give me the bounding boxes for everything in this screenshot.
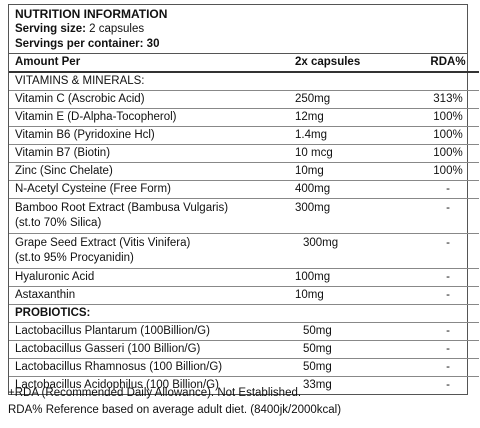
nutrient-rda: - (417, 233, 479, 269)
table-row: Hyaluronic Acid 100mg - (9, 268, 479, 287)
probiotic-amount: 33mg (303, 379, 332, 391)
col-amount-per: Amount Per (9, 54, 289, 73)
nutrient-name: Vitamin C (Ascrobic Acid) (9, 90, 289, 109)
table-row: Astaxanthin 10mg - (9, 286, 479, 305)
nutrient-name: N-Acetyl Cysteine (Free Form) (9, 180, 289, 199)
probiotic-rda: - (446, 379, 450, 391)
footnote-reference: RDA% Reference based on average adult di… (8, 404, 342, 416)
probiotic-amount: 50mg (289, 340, 417, 359)
nutrient-name: Bamboo Root Extract (Bambusa Vulgaris) (s… (9, 198, 289, 234)
servings-value: 30 (146, 38, 160, 50)
section-probiotics: PROBIOTICS: (9, 304, 289, 323)
table-row: Lactobacillus Rhamnosus (100 Billion/G) … (9, 358, 479, 377)
serving-size-label: Serving size: (15, 23, 86, 35)
section-vitamins: VITAMINS & MINERALS: (9, 72, 289, 91)
nutrient-name: Grape Seed Extract (Vitis Vinifera) (st.t… (9, 233, 289, 269)
footnote-rda: +RDA (Recommended Daily Allowance). Not … (8, 387, 302, 399)
nutrient-amount: 100mg (289, 268, 417, 287)
probiotic-rda: - (417, 340, 479, 359)
nutrient-name-line2: (st.to 95% Procyanidin) (15, 252, 134, 264)
nutrient-amount: 300mg (289, 198, 417, 234)
nutrient-name: Vitamin B6 (Pyridoxine Hcl) (9, 126, 289, 145)
col-rda: RDA% (417, 54, 479, 73)
panel-header: NUTRITION INFORMATION Serving size: 2 ca… (9, 5, 467, 54)
probiotic-name: Lactobacillus Gasseri (100 Billion/G) (9, 340, 289, 359)
serving-size: Serving size: 2 capsules (15, 22, 461, 37)
section-vitamins-row: VITAMINS & MINERALS: (9, 72, 479, 91)
nutrient-amount: 12mg (289, 108, 417, 127)
nutrient-name-line1: Bamboo Root Extract (Bambusa Vulgaris) (15, 202, 229, 214)
table-row: N-Acetyl Cysteine (Free Form) 400mg - (9, 180, 479, 199)
nutrient-amount: 10 mcg (289, 144, 417, 163)
nutrient-rda: 100% (417, 126, 479, 145)
probiotic-name: Lactobacillus Acidophilus (100 Billion/G… (15, 379, 219, 391)
nutrient-amount: 400mg (289, 180, 417, 199)
nutrient-amount: 1.4mg (289, 126, 417, 145)
serving-size-value: 2 capsules (89, 23, 145, 35)
table-row: Lactobacillus Acidophilus (100 Billion/G… (9, 377, 479, 395)
table-row: Zinc (Sinc Chelate) 10mg 100% (9, 162, 479, 181)
probiotic-amount: 50mg (289, 358, 417, 377)
nutrient-name: Vitamin B7 (Biotin) (9, 144, 289, 163)
table-row: Vitamin B6 (Pyridoxine Hcl) 1.4mg 100% (9, 126, 479, 145)
nutrient-name: Vitamin E (D-Alpha-Tocopherol) (9, 108, 289, 127)
nutrient-rda: 100% (417, 162, 479, 181)
nutrient-rda: 100% (417, 144, 479, 163)
probiotic-rda: - (417, 322, 479, 341)
probiotic-amount: 50mg (289, 322, 417, 341)
panel-title: NUTRITION INFORMATION (15, 7, 168, 21)
nutrient-amount: 300mg (289, 233, 417, 269)
nutrient-name-line1: Grape Seed Extract (Vitis Vinifera) (15, 237, 191, 249)
column-header-row: Amount Per 2x capsules RDA% (9, 54, 479, 73)
nutrition-table: Amount Per 2x capsules RDA% VITAMINS & M… (9, 54, 479, 394)
table-row: Vitamin E (D-Alpha-Tocopherol) 12mg 100% (9, 108, 479, 127)
nutrient-rda: - (417, 286, 479, 305)
table-row: Lactobacillus Gasseri (100 Billion/G) 50… (9, 340, 479, 359)
nutrient-name: Zinc (Sinc Chelate) (9, 162, 289, 181)
footnotes: +RDA (Recommended Daily Allowance). Not … (8, 385, 478, 419)
nutrient-amount: 10mg (289, 286, 417, 305)
nutrient-name-line2: (st.to 70% Silica) (15, 217, 102, 229)
servings-per-container: Servings per container: 30 (15, 37, 461, 52)
servings-label: Servings per container: (15, 38, 144, 50)
table-row: Vitamin C (Ascrobic Acid) 250mg 313% (9, 90, 479, 109)
table-row: Vitamin B7 (Biotin) 10 mcg 100% (9, 144, 479, 163)
nutrient-name: Astaxanthin (9, 286, 289, 305)
section-probiotics-row: PROBIOTICS: (9, 304, 479, 323)
probiotic-rda: - (417, 358, 479, 377)
nutrition-panel: NUTRITION INFORMATION Serving size: 2 ca… (8, 4, 479, 395)
nutrient-rda: 313% (417, 90, 479, 109)
nutrient-amount: 250mg (289, 90, 417, 109)
nutrient-rda: - (417, 180, 479, 199)
nutrient-name: Hyaluronic Acid (9, 268, 289, 287)
table-row: Grape Seed Extract (Vitis Vinifera) (st.t… (9, 233, 479, 269)
table-row: Lactobacillus Plantarum (100Billion/G) 5… (9, 322, 479, 341)
probiotic-name: Lactobacillus Plantarum (100Billion/G) (9, 322, 289, 341)
probiotic-name: Lactobacillus Rhamnosus (100 Billion/G) (9, 358, 289, 377)
table-row: Bamboo Root Extract (Bambusa Vulgaris) (s… (9, 198, 479, 234)
nutrient-rda: - (417, 198, 479, 234)
col-capsules: 2x capsules (289, 54, 417, 73)
nutrient-rda: 100% (417, 108, 479, 127)
nutrient-amount: 10mg (289, 162, 417, 181)
nutrient-rda: - (417, 268, 479, 287)
